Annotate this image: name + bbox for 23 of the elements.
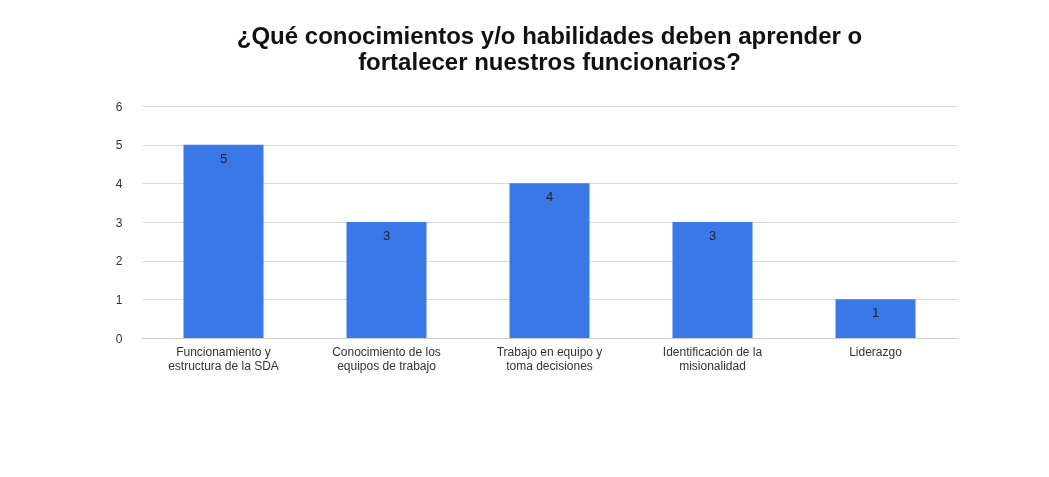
bar [672, 222, 753, 338]
data-label: 3 [382, 228, 391, 243]
data-label: 3 [708, 228, 717, 243]
bar [346, 222, 427, 338]
bar [183, 144, 264, 338]
x-tick-label: Funcionamiento y estructura de la SDA [168, 344, 279, 373]
y-tick-label: 5 [115, 138, 123, 153]
y-tick-label: 0 [115, 331, 123, 346]
x-tick-label: Conocimiento de los equipos de trabajo [332, 344, 441, 373]
y-tick-label: 4 [115, 176, 123, 191]
y-tick-label: 6 [115, 99, 123, 114]
bar [509, 183, 590, 338]
y-tick-label: 1 [115, 292, 123, 307]
chart-title: ¿Qué conocimientos y/o habilidades deben aprender o fortalecer nuestros funcionarios? [236, 22, 863, 75]
x-tick-label: Identificación de la misionalidad [662, 344, 763, 373]
bar [835, 299, 916, 338]
data-label: 4 [545, 189, 554, 205]
data-label: 1 [871, 305, 880, 321]
x-tick-label: Trabajo en equipo y toma decisiones [496, 344, 603, 373]
data-label: 5 [219, 150, 228, 166]
y-tick-label: 2 [115, 254, 123, 269]
y-tick-label: 3 [115, 215, 123, 230]
x-tick-label: Liderazgo [849, 344, 903, 359]
